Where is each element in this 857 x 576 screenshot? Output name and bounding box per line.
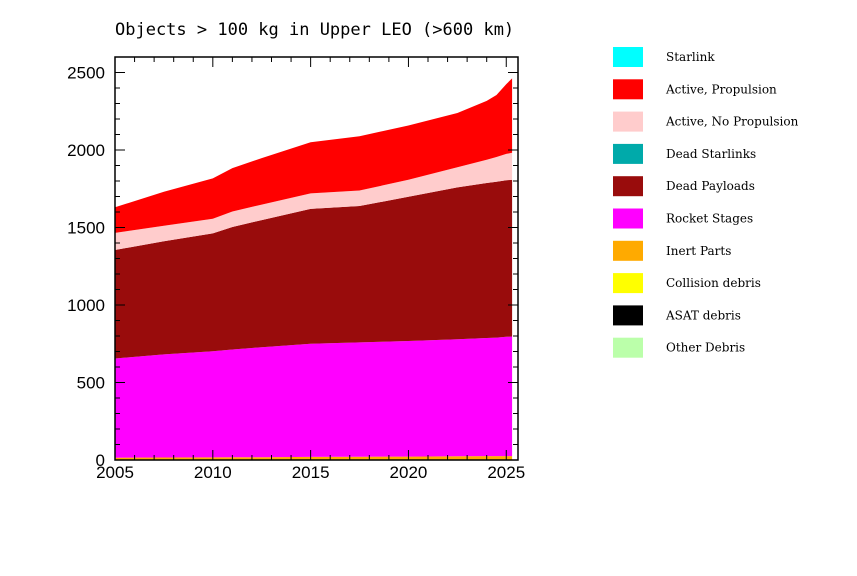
x-tick-label: 2015 [292, 463, 330, 482]
area-dead-payloads [115, 179, 513, 359]
y-tick-label: 1500 [67, 219, 105, 238]
legend-label-active-no-propulsion: Active, No Propulsion [665, 115, 799, 129]
y-tick-label: 2000 [67, 141, 105, 160]
legend-swatch-dead-starlinks [613, 143, 643, 164]
x-tick-label: 2020 [390, 463, 428, 482]
area-inert-parts [115, 456, 513, 460]
legend-swatch-collision-debris [613, 273, 643, 294]
legend: Starlink Active, Propulsion Active, No Pro… [613, 47, 799, 358]
x-tick-label: 2010 [194, 463, 232, 482]
legend-swatch-active-propulsion [613, 79, 643, 100]
y-tick-label: 2500 [67, 64, 105, 83]
legend-swatch-other-debris [613, 337, 643, 358]
area-rocket-stages [115, 336, 513, 458]
area-active-no-propulsion [115, 152, 513, 250]
legend-swatch-dead-payloads [613, 176, 643, 197]
legend-label-asat-debris: ASAT debris [665, 308, 741, 322]
y-tick-label: 0 [96, 451, 105, 470]
legend-label-starlink: Starlink [666, 50, 715, 64]
x-tick-label: 2005 [96, 463, 134, 482]
legend-swatch-active-no-propulsion [613, 111, 643, 132]
legend-label-active-propulsion: Active, Propulsion [665, 82, 777, 96]
legend-label-rocket-stages: Rocket Stages [666, 212, 753, 226]
legend-label-collision-debris: Collision debris [666, 276, 761, 290]
x-tick-label: 2025 [487, 463, 525, 482]
legend-swatch-inert-parts [613, 240, 643, 261]
legend-label-dead-starlinks: Dead Starlinks [666, 147, 756, 161]
legend-label-inert-parts: Inert Parts [666, 244, 731, 258]
y-tick-label: 1000 [67, 296, 105, 315]
area-active-propulsion [115, 78, 513, 233]
legend-label-dead-payloads: Dead Payloads [666, 179, 755, 193]
y-tick-label: 500 [77, 374, 105, 393]
legend-swatch-asat-debris [613, 305, 643, 326]
axes: 2005 2010 2015 2020 2025 0 500 1000 1500 2000 2500 [67, 57, 525, 482]
chart-title: Objects > 100 kg in Upper LEO (>600 km) [115, 20, 514, 40]
legend-swatch-starlink [613, 47, 643, 67]
area-layers [115, 78, 513, 460]
legend-label-other-debris: Other Debris [666, 341, 745, 355]
legend-swatch-rocket-stages [613, 208, 643, 229]
